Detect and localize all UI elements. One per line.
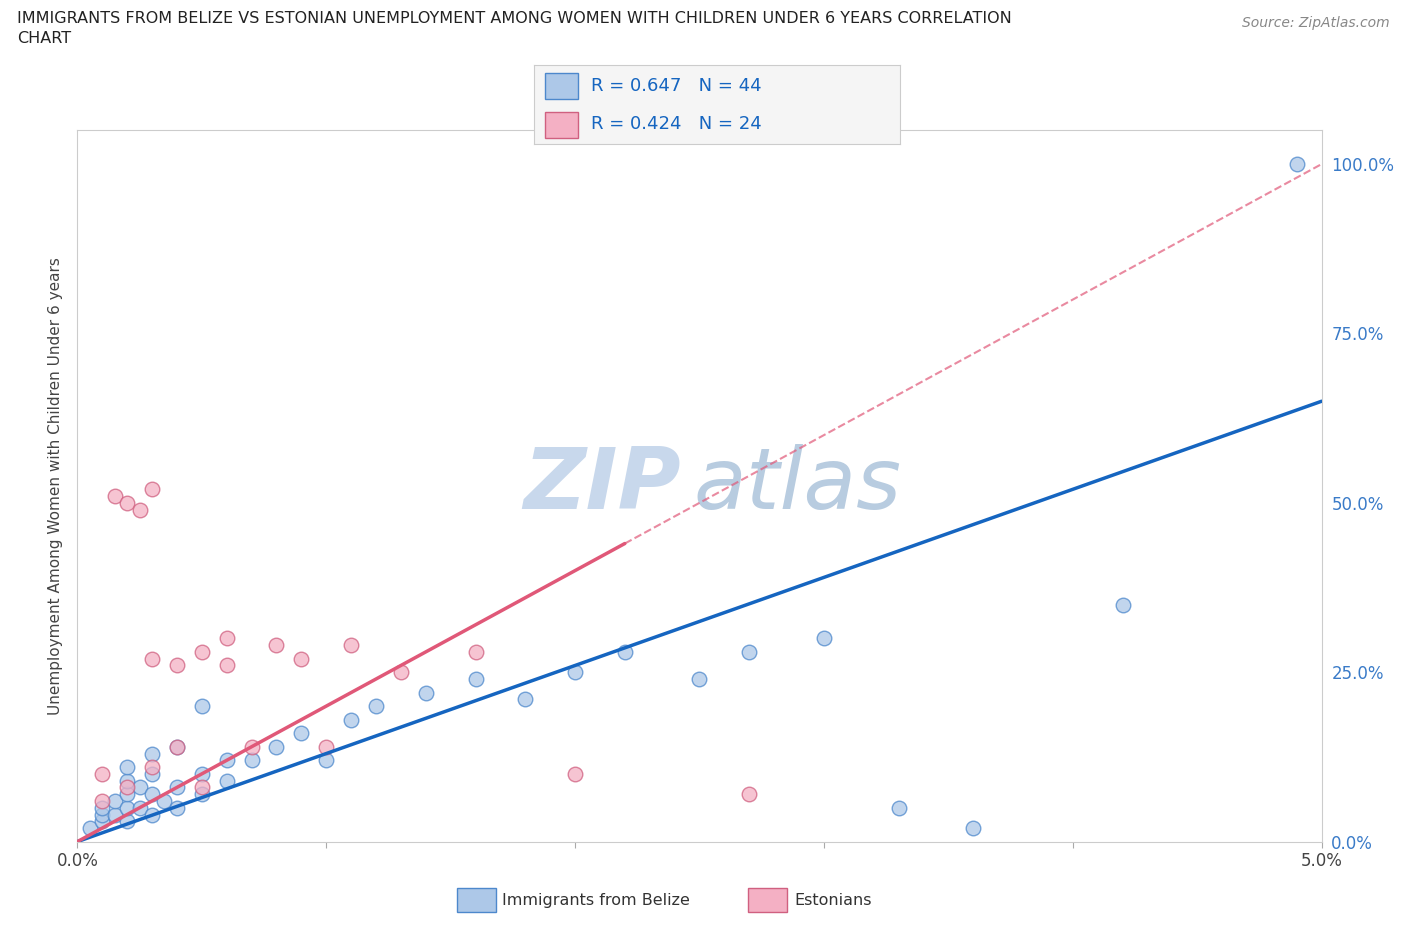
Point [115,780,138,795]
Point [415,685,437,700]
Point [141,807,163,822]
Point [128,502,150,517]
Point [141,651,163,666]
Point [215,753,238,768]
Point [464,644,486,659]
Point [240,753,263,768]
Point [115,773,138,788]
Point [564,665,586,680]
Point [290,725,312,740]
Text: CHART: CHART [17,31,70,46]
Text: atlas: atlas [693,445,901,527]
Point [564,766,586,781]
Point [104,488,127,503]
Text: ZIP: ZIP [523,445,681,527]
Text: IMMIGRANTS FROM BELIZE VS ESTONIAN UNEMPLOYMENT AMONG WOMEN WITH CHILDREN UNDER : IMMIGRANTS FROM BELIZE VS ESTONIAN UNEMP… [17,11,1012,26]
Point [215,773,238,788]
Point [141,746,163,761]
Point [104,793,127,808]
Point [91,766,114,781]
Point [166,739,188,754]
Point [215,631,238,645]
Bar [546,112,578,138]
Point [240,739,263,754]
Point [613,644,636,659]
Point [128,801,150,816]
Point [191,787,214,802]
Point [91,801,114,816]
Point [115,814,138,829]
Point [104,807,127,822]
Point [115,801,138,816]
Point [115,787,138,802]
Point [91,814,114,829]
Point [364,698,387,713]
Point [515,692,537,707]
Point [141,482,163,497]
Point [166,780,188,795]
Point [166,739,188,754]
Point [340,712,363,727]
Point [738,644,761,659]
Point [340,638,363,653]
Point [191,780,214,795]
Point [389,665,412,680]
Point [887,801,910,816]
Text: R = 0.647   N = 44: R = 0.647 N = 44 [591,77,762,96]
Point [215,658,238,673]
Point [1111,597,1133,612]
Point [166,801,188,816]
Point [153,793,176,808]
Point [91,807,114,822]
Text: R = 0.424   N = 24: R = 0.424 N = 24 [591,115,762,133]
Point [79,820,101,835]
Point [91,793,114,808]
Point [115,760,138,775]
Point [141,760,163,775]
Bar [546,73,578,100]
Point [141,766,163,781]
Point [141,787,163,802]
Point [290,651,312,666]
Point [191,644,214,659]
Point [266,739,288,754]
Text: Immigrants from Belize: Immigrants from Belize [502,893,690,908]
Point [962,820,984,835]
Point [115,496,138,511]
Point [166,658,188,673]
Point [191,766,214,781]
Point [464,671,486,686]
Point [315,753,337,768]
Point [266,638,288,653]
Point [738,787,761,802]
Point [128,780,150,795]
Y-axis label: Unemployment Among Women with Children Under 6 years: Unemployment Among Women with Children U… [48,257,63,715]
Point [689,671,711,686]
Point [813,631,835,645]
Point [1285,156,1308,171]
Point [315,739,337,754]
Point [191,698,214,713]
Text: Source: ZipAtlas.com: Source: ZipAtlas.com [1241,16,1389,30]
Text: Estonians: Estonians [794,893,872,908]
